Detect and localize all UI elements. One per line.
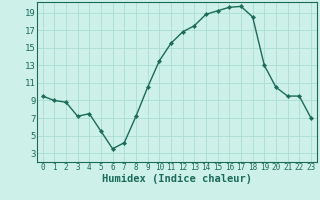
X-axis label: Humidex (Indice chaleur): Humidex (Indice chaleur): [102, 174, 252, 184]
